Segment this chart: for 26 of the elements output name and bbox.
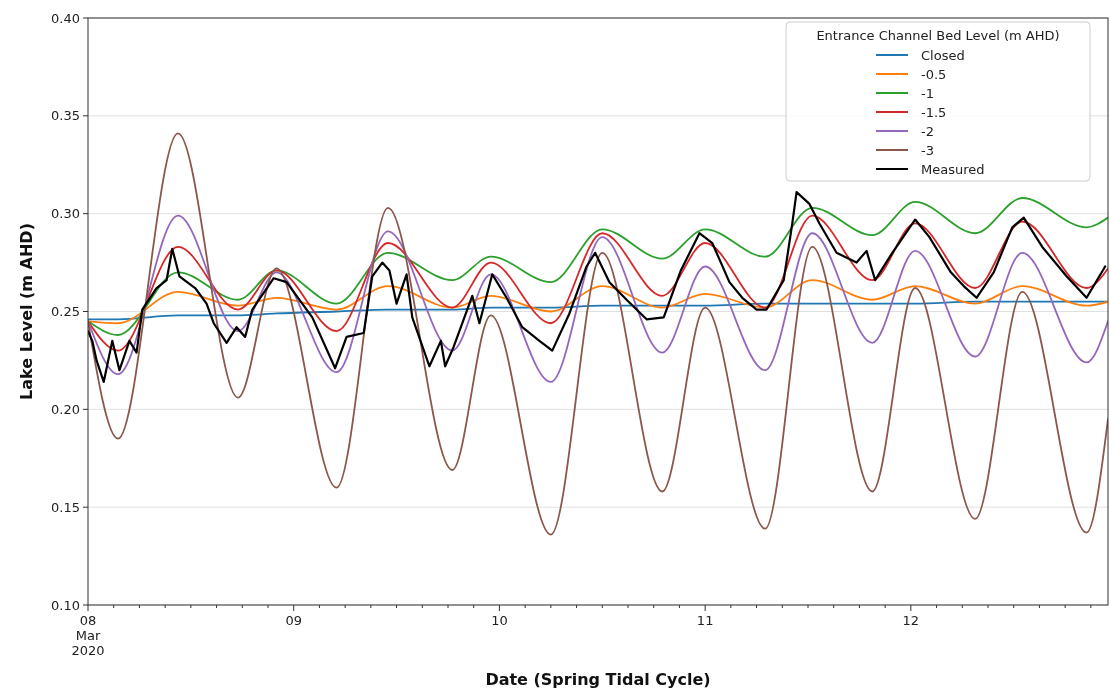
x-tick-label: 12 [902,613,920,628]
line-series [88,300,1108,321]
legend-label: Measured [921,161,985,177]
line-series [88,197,1108,336]
x-tick-label: 10 [491,613,508,628]
line-series [88,279,1108,325]
legend-title: Entrance Channel Bed Level (m AHD) [816,28,1060,43]
legend-label: -0.5 [921,66,947,82]
x-tick-label: 09 [285,613,302,628]
legend-label: -2 [921,123,934,139]
y-tick-label: 0.15 [51,499,80,515]
x-tick-label: 11 [696,613,714,628]
y-tick-label: 0.20 [51,401,80,417]
legend-label: -1.5 [921,104,947,120]
y-tick-label: 0.40 [51,10,80,26]
legend-label: -1 [921,85,934,101]
legend-label: -3 [921,142,934,158]
y-tick-label: 0.25 [51,304,80,320]
y-tick-label: 0.30 [51,206,80,222]
line-series [88,214,1108,352]
x-tick-label: 08 Mar 2020 [71,613,105,658]
legend-label: Closed [921,47,965,63]
x-axis-title: Date (Spring Tidal Cycle) [485,670,711,689]
y-axis-title: Lake Level (m AHD) [17,223,36,400]
y-tick-label: 0.35 [51,108,80,124]
y-tick-label: 0.10 [51,597,80,613]
